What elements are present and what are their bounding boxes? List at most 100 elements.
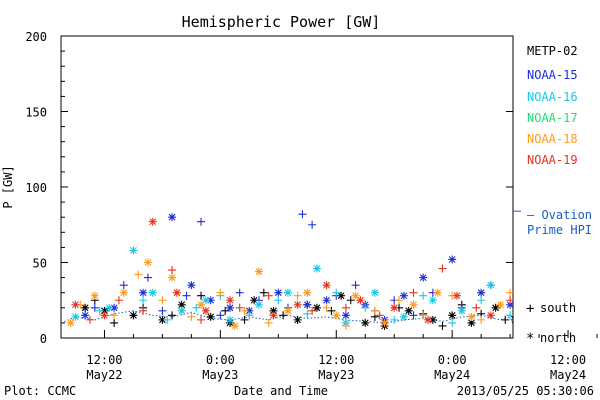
point-noaa-16-south <box>274 296 283 305</box>
legend-noaa18: NOAA-18 <box>527 132 578 146</box>
point-noaa-19-south <box>375 311 384 320</box>
point-metp-02-north <box>510 316 513 324</box>
point-noaa-15-south <box>516 292 524 300</box>
point-noaa-16-north <box>428 296 437 305</box>
point-noaa-18-south <box>370 306 379 315</box>
point-noaa-18-north <box>409 300 418 309</box>
point-noaa-19-north <box>356 296 365 305</box>
point-metp-02-north <box>158 315 167 324</box>
x-tick-label-time: 12:00 <box>550 353 586 367</box>
point-noaa-15-south <box>583 163 591 171</box>
ovation-hpi-series <box>61 310 513 324</box>
point-metp-02-south <box>593 304 600 312</box>
point-noaa-19-north <box>486 311 495 320</box>
point-noaa-16-north <box>283 288 292 297</box>
point-metp-02-north <box>293 315 302 324</box>
model-legend-line1: — Ovation <box>527 208 592 222</box>
point-noaa-19-south <box>341 303 350 312</box>
point-metp-02-south <box>574 274 582 282</box>
point-noaa-18-south <box>341 321 350 330</box>
point-metp-02-south <box>197 291 206 300</box>
point-noaa-15-north <box>274 288 283 297</box>
point-noaa-19-south <box>506 296 513 305</box>
point-noaa-18-south <box>134 270 143 279</box>
point-metp-02-north <box>467 318 476 327</box>
point-noaa-18-south <box>264 318 273 327</box>
point-noaa-15-north <box>477 288 486 297</box>
point-noaa-15-north <box>322 296 331 305</box>
point-noaa-16-south <box>390 315 399 324</box>
point-noaa-16-south <box>332 288 341 297</box>
point-noaa-19-south <box>197 315 206 324</box>
point-metp-02-north <box>491 303 500 312</box>
point-noaa-16-south <box>192 303 201 312</box>
point-noaa-15-north <box>303 300 312 309</box>
point-noaa-19-south <box>235 303 244 312</box>
point-noaa-15-south <box>409 311 418 320</box>
point-noaa-19-north <box>293 300 302 309</box>
point-noaa-15-south <box>351 281 360 290</box>
point-noaa-16-north <box>370 288 379 297</box>
point-noaa-18-north <box>303 288 312 297</box>
point-noaa-15-south <box>90 303 99 312</box>
point-noaa-18-north <box>254 267 263 276</box>
point-noaa-19-south <box>569 281 577 289</box>
point-metp-02-south <box>346 296 355 305</box>
legend-noaa16: NOAA-16 <box>527 90 578 104</box>
point-noaa-15-north <box>399 291 408 300</box>
point-noaa-18-south <box>187 312 196 321</box>
point-noaa-19-north <box>71 300 80 309</box>
x-tick-label-time: 12:00 <box>318 353 354 367</box>
point-metp-02-north <box>177 300 186 309</box>
point-noaa-15-south <box>143 273 152 282</box>
point-noaa-18-north <box>525 319 533 327</box>
point-noaa-18-north <box>433 288 442 297</box>
ovation-hpi-line <box>61 310 513 324</box>
point-noaa-16-south <box>303 309 312 318</box>
point-noaa-18-south <box>110 311 119 320</box>
point-noaa-18-north <box>230 321 239 330</box>
point-metp-02-south <box>240 315 249 324</box>
point-noaa-15-north <box>168 213 177 222</box>
point-noaa-18-north <box>380 318 389 327</box>
point-noaa-16-north <box>312 264 321 273</box>
point-metp-02-north <box>81 303 90 312</box>
x-tick-label-date: May23 <box>202 368 238 382</box>
point-metp-02-north <box>361 318 370 327</box>
point-noaa-19-north <box>100 311 109 320</box>
point-noaa-19-north <box>424 315 433 324</box>
point-noaa-19-south <box>438 264 447 273</box>
model-legend-line2: Prime HPI <box>527 223 592 237</box>
point-metp-02-north <box>448 311 457 320</box>
x-tick-label-time: 0:00 <box>438 353 467 367</box>
point-noaa-16-north <box>177 306 186 315</box>
point-noaa-16-north <box>516 304 524 312</box>
point-noaa-15-north <box>341 311 350 320</box>
point-noaa-16-north <box>105 303 114 312</box>
point-noaa-19-north <box>390 303 399 312</box>
point-noaa-18-north <box>496 300 505 309</box>
point-metp-02-north <box>404 306 413 315</box>
legend-noaa17: NOAA-17 <box>527 111 578 125</box>
legend-noaa15: NOAA-15 <box>527 68 578 82</box>
symbol-legend-north-label: north <box>540 331 576 345</box>
point-noaa-18-south <box>593 289 600 297</box>
x-tick-label-time: 12:00 <box>86 353 122 367</box>
point-noaa-18-south <box>395 296 404 305</box>
chart-title: Hemispheric Power [GW] <box>182 13 381 31</box>
point-noaa-18-north <box>332 311 341 320</box>
point-noaa-18-north <box>351 291 360 300</box>
point-noaa-16-south <box>95 306 104 315</box>
point-noaa-16-north <box>593 311 600 319</box>
point-noaa-19-south <box>114 296 123 305</box>
point-noaa-16-south <box>419 291 428 300</box>
point-metp-02-north <box>206 312 215 321</box>
point-noaa-15-north <box>419 273 428 282</box>
point-noaa-19-north <box>172 288 181 297</box>
symbol-legend-north-symbol: * <box>526 331 534 347</box>
point-noaa-15-north <box>226 303 235 312</box>
point-noaa-19-south <box>409 288 418 297</box>
point-noaa-16-south <box>163 315 172 324</box>
point-metp-02-south <box>110 318 119 327</box>
point-noaa-19-north <box>226 296 235 305</box>
